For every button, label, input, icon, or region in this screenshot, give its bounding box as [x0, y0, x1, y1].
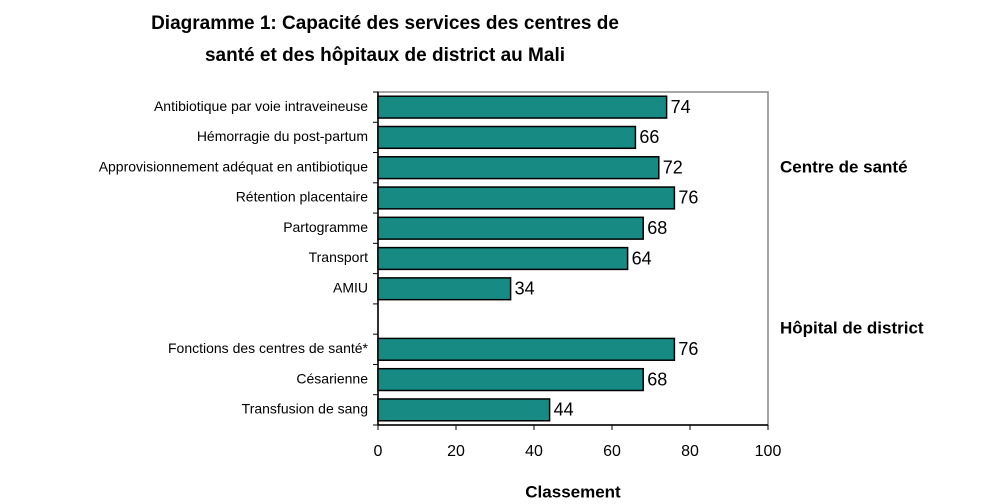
value-label: 74 — [671, 97, 691, 117]
bar — [377, 156, 660, 180]
value-label: 66 — [639, 127, 659, 147]
bar — [377, 125, 637, 150]
chart-title: santé et des hôpitaux de district au Mal… — [205, 45, 565, 66]
bar — [377, 367, 644, 392]
x-tick-label: 60 — [603, 443, 621, 460]
value-label: 44 — [554, 400, 574, 420]
value-label: 76 — [678, 188, 698, 208]
y-tick-label: Transfusion de sang — [242, 401, 368, 417]
bar — [377, 398, 551, 422]
value-label: 76 — [678, 339, 698, 359]
y-tick-label: Transport — [309, 249, 369, 265]
value-label: 64 — [632, 248, 652, 268]
bar — [377, 246, 629, 271]
y-tick-label: Rétention placentaire — [236, 189, 369, 205]
value-label: 68 — [647, 369, 667, 389]
chart-title: Diagramme 1: Capacité des services des c… — [151, 13, 619, 34]
bar — [377, 216, 644, 240]
x-tick-label: 0 — [374, 443, 383, 460]
bar — [377, 277, 512, 301]
y-tick-label: Césarienne — [296, 370, 368, 386]
y-tick-label: AMIU — [333, 279, 368, 295]
x-axis-label: Classement — [525, 482, 621, 501]
annotation: Hôpital de district — [780, 318, 924, 337]
annotation: Centre de santé — [780, 157, 908, 176]
y-tick-label: Hémorragie du post-partum — [197, 128, 368, 144]
x-tick-label: 20 — [447, 443, 465, 460]
y-tick-label: Antibiotique par voie intraveineuse — [154, 98, 368, 114]
y-tick-label: Approvisionnement adéquat en antibiotiqu… — [99, 158, 369, 174]
value-label: 72 — [663, 157, 683, 177]
x-tick-label: 40 — [525, 443, 543, 460]
y-tick-label: Fonctions des centres de santé* — [168, 340, 369, 356]
bar — [377, 95, 668, 119]
bar — [377, 186, 676, 210]
bar — [377, 337, 676, 361]
y-tick-label: Partogramme — [283, 219, 368, 235]
x-tick-label: 100 — [755, 443, 782, 460]
value-label: 68 — [647, 218, 667, 238]
x-tick-label: 80 — [681, 443, 699, 460]
value-label: 34 — [515, 279, 535, 299]
